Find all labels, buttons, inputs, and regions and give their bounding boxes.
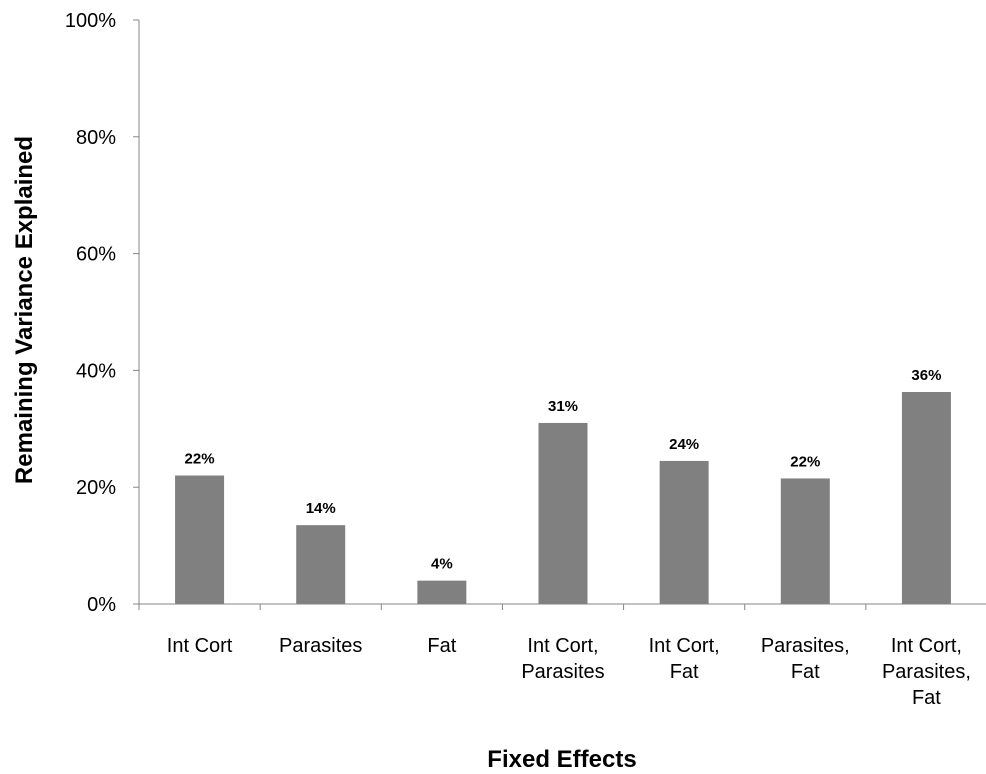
category-label: Int Cort (167, 635, 233, 657)
bar (659, 460, 709, 604)
bar (175, 475, 225, 604)
y-tick-label: 40% (76, 360, 116, 382)
plot-area: 0% 20% 40% 60% 80% 100% 22% Int Cort 14% Parasite… (65, 10, 986, 709)
category-label: Fat (912, 687, 941, 709)
bar (901, 392, 951, 604)
y-tick-label: 80% (76, 127, 116, 149)
data-label: 22% (790, 453, 820, 470)
data-label: 14% (306, 500, 336, 517)
data-label: 31% (548, 398, 578, 415)
category-label: Fat (791, 661, 820, 683)
data-label: 4% (431, 556, 453, 573)
data-label: 24% (669, 436, 699, 453)
category-label: Parasites, (761, 635, 850, 657)
category-label: Int Cort, (527, 635, 598, 657)
y-tick-label: 100% (65, 10, 116, 32)
category-label: Parasites, (882, 661, 971, 683)
bar (538, 422, 588, 604)
bar (296, 525, 346, 604)
data-label: 36% (911, 367, 941, 384)
category-label: Fat (670, 661, 699, 683)
y-tick-label: 60% (76, 244, 116, 266)
bar (780, 478, 830, 604)
x-axis-title: Fixed Effects (487, 746, 636, 773)
y-axis-title: Remaining Variance Explained (11, 136, 38, 484)
data-label: 22% (185, 451, 215, 468)
category-label: Fat (427, 635, 456, 657)
y-tick-label: 20% (76, 477, 116, 499)
category-label: Parasites (279, 635, 362, 657)
category-label: Int Cort, (891, 635, 962, 657)
category-label: Int Cort, (649, 635, 720, 657)
category-label: Parasites (521, 661, 604, 683)
bar (417, 580, 467, 604)
y-tick-label: 0% (87, 594, 116, 616)
